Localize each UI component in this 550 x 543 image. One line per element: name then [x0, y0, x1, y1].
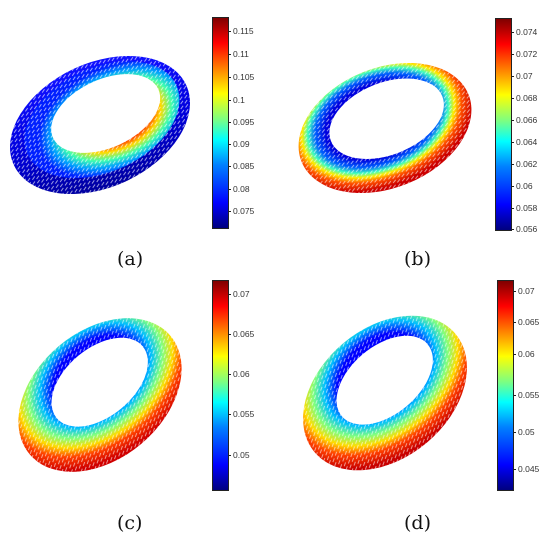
colorbar-tick: 0.064 [510, 137, 538, 147]
colorbar-tick: 0.055 [227, 409, 255, 419]
colorbar-tick: 0.085 [227, 161, 255, 171]
colorbar-tick: 0.07 [228, 289, 250, 299]
colorbar-a [212, 17, 229, 229]
colorbar-b [495, 18, 512, 231]
colorbar-tick: 0.074 [510, 27, 538, 37]
torus-plot-a [10, 55, 190, 195]
colorbar-d [497, 280, 514, 491]
panel-label-a: (a) [117, 248, 144, 270]
colorbar-tick: 0.062 [510, 159, 538, 169]
colorbar-tick: 0.07 [511, 71, 533, 81]
panel-label-b: (b) [404, 248, 431, 270]
colorbar-tick: 0.06 [513, 349, 535, 359]
torus-plot-b [298, 62, 472, 194]
colorbar-tick: 0.068 [510, 93, 538, 103]
colorbar-tick: 0.115 [228, 26, 254, 36]
colorbar-tick: 0.055 [512, 390, 540, 400]
colorbar-tick: 0.065 [227, 329, 255, 339]
colorbar-tick: 0.058 [510, 203, 538, 213]
colorbar-tick: 0.072 [510, 49, 538, 59]
colorbar-tick: 0.09 [228, 139, 250, 149]
colorbar-tick: 0.11 [228, 49, 249, 59]
colorbar-tick: 0.065 [512, 317, 540, 327]
panel-label-c: (c) [117, 512, 143, 534]
colorbar-tick: 0.095 [227, 117, 255, 127]
colorbar-tick: 0.066 [510, 115, 538, 125]
colorbar-tick: 0.075 [227, 206, 255, 216]
colorbar-tick: 0.05 [513, 427, 535, 437]
panel-label-d: (d) [404, 512, 431, 534]
colorbar-tick: 0.06 [228, 369, 250, 379]
colorbar-tick: 0.045 [512, 464, 540, 474]
colorbar-tick: 0.056 [510, 224, 538, 234]
colorbar-tick: 0.05 [228, 450, 250, 460]
colorbar-tick: 0.06 [511, 181, 533, 191]
colorbar-tick: 0.105 [227, 72, 255, 82]
colorbar-c [212, 280, 229, 491]
colorbar-tick: 0.1 [228, 95, 245, 105]
torus-plot-c [18, 318, 182, 472]
colorbar-tick: 0.08 [228, 184, 250, 194]
torus-plot-d [303, 315, 467, 471]
colorbar-tick: 0.07 [513, 286, 535, 296]
